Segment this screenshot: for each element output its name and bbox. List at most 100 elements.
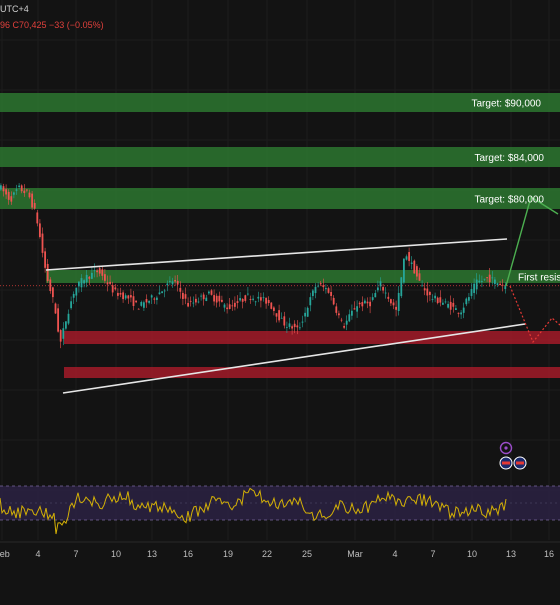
candle-body [187, 303, 189, 307]
candle-body [252, 299, 254, 300]
candle-body [127, 295, 129, 298]
candle-body [99, 268, 101, 273]
x-tick-label: 22 [262, 549, 272, 559]
x-tick-label: 16 [544, 549, 554, 559]
candle-body [96, 271, 98, 273]
candle-body [104, 274, 106, 281]
candle-body [190, 301, 192, 302]
candle-body [364, 301, 366, 304]
candle-body [81, 278, 83, 287]
candle-body [122, 292, 124, 299]
candle-body [65, 321, 67, 328]
candle-body [250, 299, 252, 300]
zone-label: Target: $90,000 [472, 99, 542, 110]
candle-body [307, 308, 309, 317]
candle-body [153, 299, 155, 300]
x-tick-label: 25 [302, 549, 312, 559]
candle-body [442, 303, 444, 305]
candle-body [377, 287, 379, 290]
candle-body [439, 297, 441, 302]
candle-body [42, 234, 44, 253]
candle-body [429, 292, 431, 295]
candle-body [29, 193, 31, 198]
candle-body [317, 286, 319, 287]
candle-body [265, 298, 267, 304]
candle-body [8, 192, 10, 200]
candle-body [312, 290, 314, 296]
candle-body [476, 280, 478, 290]
candle-body [86, 275, 88, 282]
candle-body [198, 302, 200, 303]
candle-body [408, 252, 410, 261]
candle-body [159, 292, 161, 294]
candle-body [294, 324, 296, 327]
candle-body [18, 186, 20, 187]
candle-body [73, 294, 75, 298]
candle-body [504, 286, 506, 289]
candle-body [255, 301, 257, 302]
candle-body [143, 302, 145, 308]
candle-body [341, 320, 343, 321]
candle-body [460, 312, 462, 314]
candle-body [499, 284, 501, 285]
candle-body [218, 296, 220, 302]
candle-body [263, 297, 265, 298]
candle-body [354, 308, 356, 309]
candle-body [242, 299, 244, 302]
candle-body [419, 273, 421, 280]
candle-body [309, 297, 311, 305]
x-tick-label: 13 [506, 549, 516, 559]
candle-body [489, 275, 491, 282]
candle-body [361, 302, 363, 306]
candle-body [356, 306, 358, 311]
candle-body [208, 292, 210, 294]
candle-body [146, 299, 148, 302]
x-tick-label: 4 [392, 549, 397, 559]
candle-body [101, 269, 103, 275]
candle-body [75, 288, 77, 296]
candle-body [57, 308, 59, 331]
x-tick-label: Mar [347, 549, 363, 559]
candle-body [445, 302, 447, 303]
candle-body [283, 316, 285, 325]
candle-body [432, 299, 434, 300]
candle-body [49, 279, 51, 291]
candle-body [291, 326, 293, 328]
candle-body [413, 261, 415, 274]
candle-body [174, 280, 176, 281]
resistance-zone [46, 270, 560, 283]
candle-body [60, 330, 62, 342]
candle-body [395, 307, 397, 310]
candle-body [497, 283, 499, 285]
candle-body [125, 295, 127, 298]
candle-body [330, 292, 332, 296]
candle-body [416, 266, 418, 276]
candle-body [478, 281, 480, 283]
candle-body [382, 287, 384, 290]
candle-body [182, 293, 184, 299]
candle-body [473, 284, 475, 293]
candle-body [426, 289, 428, 296]
candle-body [260, 297, 262, 300]
candle-body [120, 293, 122, 295]
candle-body [44, 251, 46, 267]
candle-body [52, 287, 54, 297]
zone-label: Target: $84,000 [475, 153, 545, 164]
candle-body [322, 285, 324, 287]
candle-body [224, 305, 226, 308]
candle-body [296, 325, 298, 327]
flag-icon [500, 457, 512, 469]
candle-body [447, 304, 449, 308]
candle-body [23, 191, 25, 193]
candle-body [133, 296, 135, 306]
candle-body [148, 301, 150, 303]
candle-body [177, 281, 179, 285]
candle-body [491, 277, 493, 278]
candle-body [328, 288, 330, 293]
candle-body [239, 298, 241, 300]
candle-body [434, 296, 436, 299]
x-tick-label: 16 [183, 549, 193, 559]
candle-body [91, 273, 93, 279]
